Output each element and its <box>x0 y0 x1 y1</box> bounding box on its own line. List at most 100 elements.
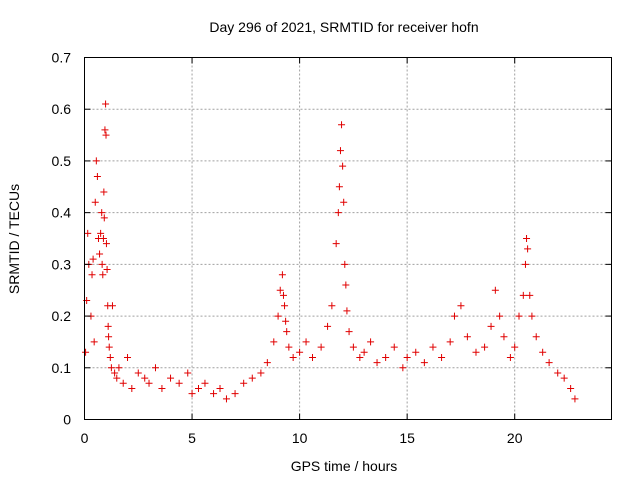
data-point <box>84 229 92 237</box>
data-point <box>102 240 110 248</box>
data-point <box>119 379 127 387</box>
data-point <box>257 369 265 377</box>
data-point <box>167 374 175 382</box>
data-point <box>317 343 325 351</box>
data-point <box>336 147 344 155</box>
data-point <box>134 369 142 377</box>
data-point <box>279 291 287 299</box>
data-point <box>113 374 121 382</box>
data-point <box>324 322 332 330</box>
data-point <box>102 100 110 108</box>
data-point <box>105 333 113 341</box>
data-point <box>97 229 105 237</box>
data-point <box>107 364 115 372</box>
data-point <box>506 353 514 361</box>
data-point <box>334 209 342 217</box>
data-point <box>145 379 153 387</box>
data-point <box>283 328 291 336</box>
data-point <box>500 333 508 341</box>
data-point <box>195 384 203 392</box>
y-tick-label: 0 <box>63 412 71 428</box>
data-point <box>412 348 420 356</box>
data-point <box>222 395 230 403</box>
data-point <box>491 286 499 294</box>
y-tick-label: 0.5 <box>52 153 72 169</box>
data-point <box>335 183 343 191</box>
data-point <box>124 353 132 361</box>
data-point <box>103 266 111 274</box>
chart-title: Day 296 of 2021, SRMTID for receiver hof… <box>209 19 478 35</box>
data-point <box>108 302 116 310</box>
data-point <box>526 291 534 299</box>
data-point <box>92 157 100 165</box>
data-point <box>188 390 196 398</box>
data-point <box>184 369 192 377</box>
data-point <box>175 379 183 387</box>
data-point <box>382 353 390 361</box>
data-point <box>340 198 348 206</box>
data-point <box>511 343 519 351</box>
data-point <box>99 235 107 242</box>
data-point <box>341 260 349 268</box>
data-point <box>91 198 99 206</box>
data-point <box>128 384 136 392</box>
data-point <box>282 317 290 325</box>
data-point <box>210 390 218 398</box>
data-point <box>519 291 527 299</box>
data-point <box>332 240 340 248</box>
data-point <box>560 374 568 382</box>
data-point <box>457 302 465 310</box>
data-point <box>270 338 278 346</box>
data-point <box>345 328 353 336</box>
data-point <box>349 343 357 351</box>
data-point <box>274 312 282 320</box>
data-point <box>567 384 575 392</box>
data-point <box>102 131 110 139</box>
data-point <box>309 353 317 361</box>
data-point <box>487 322 495 330</box>
x-tick-label: 5 <box>188 430 196 446</box>
data-point <box>98 209 106 217</box>
data-point <box>450 312 458 320</box>
data-point <box>100 214 108 222</box>
data-point <box>521 260 529 268</box>
y-axis-label: SRMTID / TECUs <box>6 184 22 294</box>
y-tick-label: 0.2 <box>52 308 72 324</box>
data-point <box>367 338 375 346</box>
data-point <box>539 348 547 356</box>
data-point <box>515 312 523 320</box>
data-point <box>472 348 480 356</box>
x-axis-label: GPS time / hours <box>291 458 398 474</box>
data-point <box>96 250 104 258</box>
data-point <box>240 379 248 387</box>
data-point <box>278 271 286 279</box>
data-point <box>328 302 336 310</box>
data-point <box>528 312 536 320</box>
data-point <box>343 307 351 315</box>
data-point <box>106 353 114 361</box>
data-point <box>276 286 284 294</box>
data-point <box>532 333 540 341</box>
data-point <box>88 271 96 279</box>
grid <box>84 57 612 420</box>
data-point <box>281 302 289 310</box>
data-point <box>98 260 106 268</box>
data-point <box>399 364 407 372</box>
x-tick-label: 15 <box>399 430 415 446</box>
data-point <box>481 343 489 351</box>
data-point <box>446 338 454 346</box>
axis-ticks: 0 5 10 15 20 0 0.1 0.2 0.3 0.4 0.5 0.6 0.7 <box>52 50 612 446</box>
data-point <box>438 353 446 361</box>
data-point <box>100 188 108 196</box>
data-point <box>151 364 159 372</box>
y-tick-label: 0.7 <box>52 50 72 66</box>
data-point <box>111 369 119 377</box>
data-point <box>302 338 310 346</box>
data-point <box>289 353 297 361</box>
data-point <box>356 353 364 361</box>
data-point <box>463 333 471 341</box>
data-point <box>496 312 504 320</box>
data-point <box>420 359 428 367</box>
data-point <box>390 343 398 351</box>
